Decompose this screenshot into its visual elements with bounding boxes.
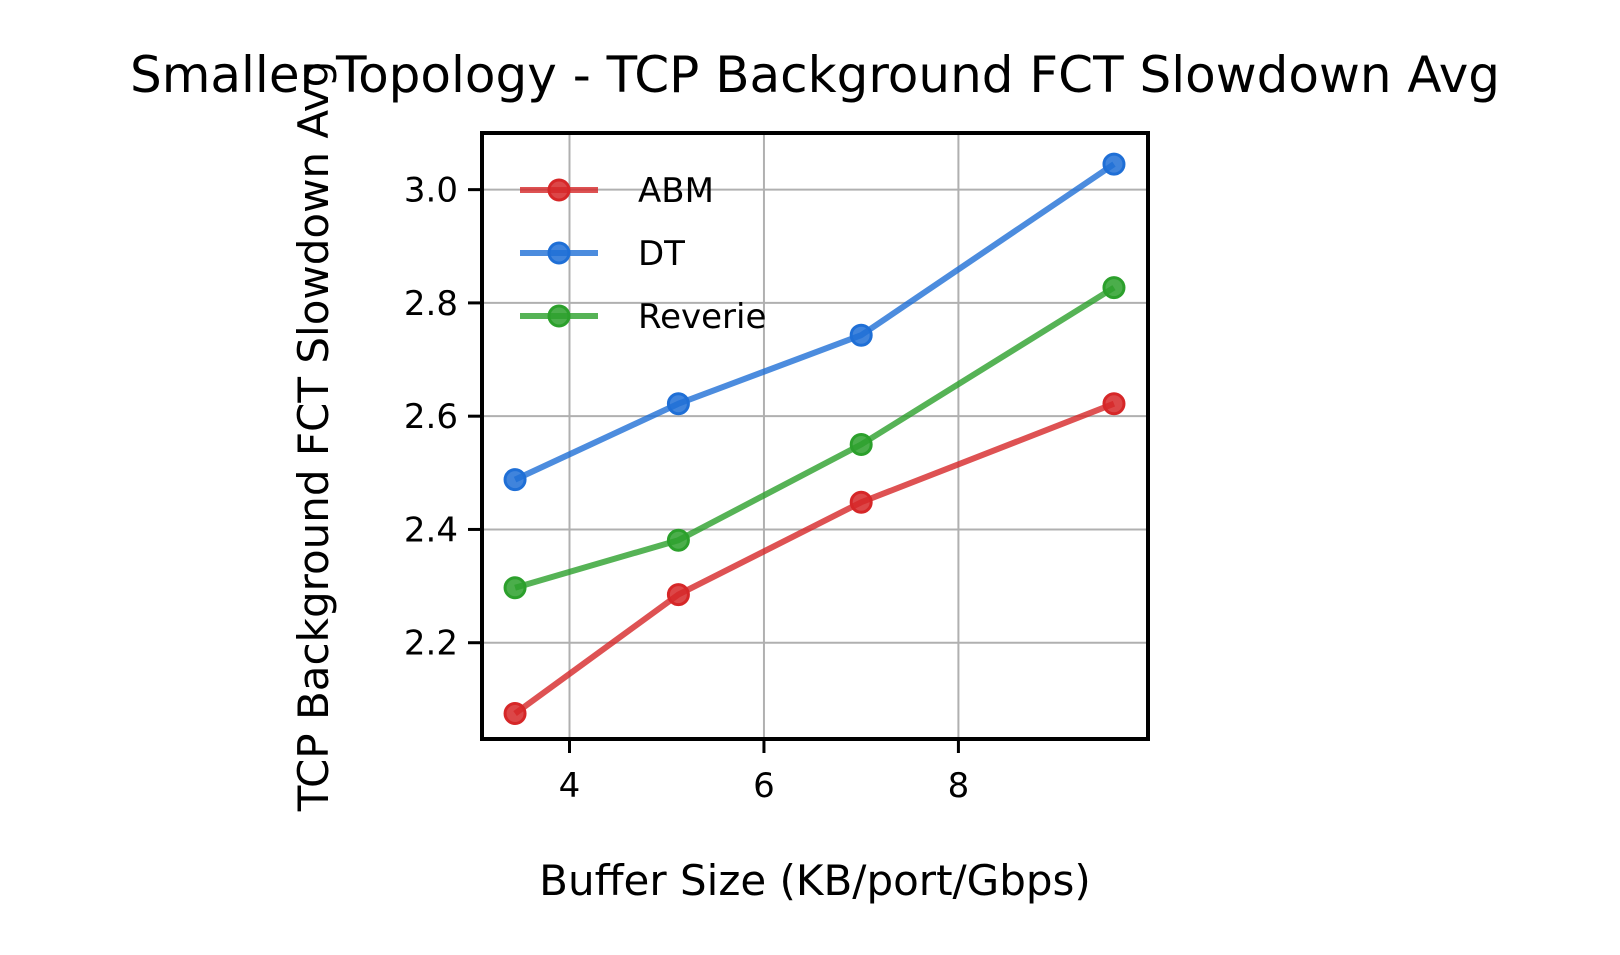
legend-marker-abm bbox=[547, 178, 571, 202]
legend-item-dt: DT bbox=[520, 234, 685, 274]
y-axis-title: TCP Background FCT Slowdown Avg bbox=[289, 61, 338, 812]
data-point-reverie bbox=[849, 432, 873, 456]
series-line-abm bbox=[513, 400, 1116, 716]
y-tick-label: 2.6 bbox=[404, 397, 458, 437]
legend-label-dt: DT bbox=[638, 234, 685, 274]
series-abm bbox=[503, 392, 1126, 726]
legend-label-abm: ABM bbox=[638, 171, 714, 211]
x-tick-label: 8 bbox=[948, 766, 970, 806]
legend-marker-dt bbox=[547, 241, 571, 265]
y-tick-label: 2.2 bbox=[404, 624, 458, 664]
data-point-abm bbox=[666, 583, 690, 607]
legend-label-reverie: Reverie bbox=[638, 297, 766, 337]
grid bbox=[482, 133, 1148, 739]
legend-marker-reverie bbox=[547, 304, 571, 328]
chart-title: Smaller Topology - TCP Background FCT Sl… bbox=[130, 46, 1500, 104]
data-point-abm bbox=[1102, 392, 1126, 416]
data-point-dt bbox=[503, 468, 527, 492]
data-point-dt bbox=[1102, 152, 1126, 176]
series-reverie bbox=[503, 276, 1126, 600]
data-point-abm bbox=[503, 702, 527, 726]
ticks: 4 6 8 2.2 2.4 2.6 2.8 3.0 bbox=[404, 171, 969, 806]
plot-frame bbox=[480, 131, 1150, 741]
y-tick-label: 3.0 bbox=[404, 171, 458, 211]
legend: ABM DT Reverie bbox=[520, 171, 766, 337]
x-tick-label: 4 bbox=[559, 766, 581, 806]
data-point-abm bbox=[849, 490, 873, 514]
data-point-dt bbox=[849, 323, 873, 347]
data-point-dt bbox=[666, 392, 690, 416]
series-line-dt bbox=[513, 161, 1116, 483]
x-tick-label: 6 bbox=[753, 766, 775, 806]
data-point-reverie bbox=[1102, 276, 1126, 300]
series-dt bbox=[503, 152, 1126, 492]
y-tick-label: 2.4 bbox=[404, 510, 458, 550]
x-axis-title: Buffer Size (KB/port/Gbps) bbox=[539, 856, 1091, 905]
series-line-reverie bbox=[514, 285, 1116, 591]
y-tick-label: 2.8 bbox=[404, 284, 458, 324]
data-point-reverie bbox=[503, 576, 527, 600]
data-point-reverie bbox=[666, 528, 690, 552]
series-layer bbox=[503, 152, 1126, 726]
legend-item-abm: ABM bbox=[520, 171, 714, 211]
legend-item-reverie: Reverie bbox=[520, 297, 766, 337]
